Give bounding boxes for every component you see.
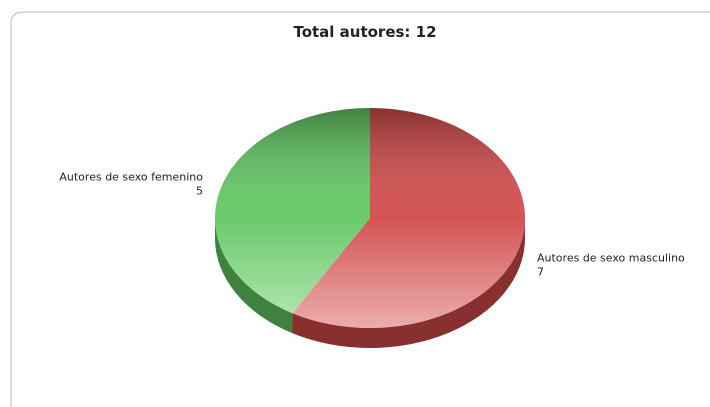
- slice-side: [215, 218, 293, 334]
- chart-title: Total autores: 12: [293, 23, 436, 41]
- slice-value: 7: [537, 265, 544, 278]
- slice-label: Autores de sexo masculino: [537, 251, 685, 264]
- slice-side-shade: [215, 218, 293, 334]
- slice-value: 5: [196, 185, 203, 198]
- slice-label: Autores de sexo femenino: [59, 171, 203, 184]
- panel-border: [10, 11, 710, 407]
- slice-shade: [215, 108, 525, 328]
- slice-side-shade: [292, 218, 525, 348]
- slice-side: [292, 218, 525, 348]
